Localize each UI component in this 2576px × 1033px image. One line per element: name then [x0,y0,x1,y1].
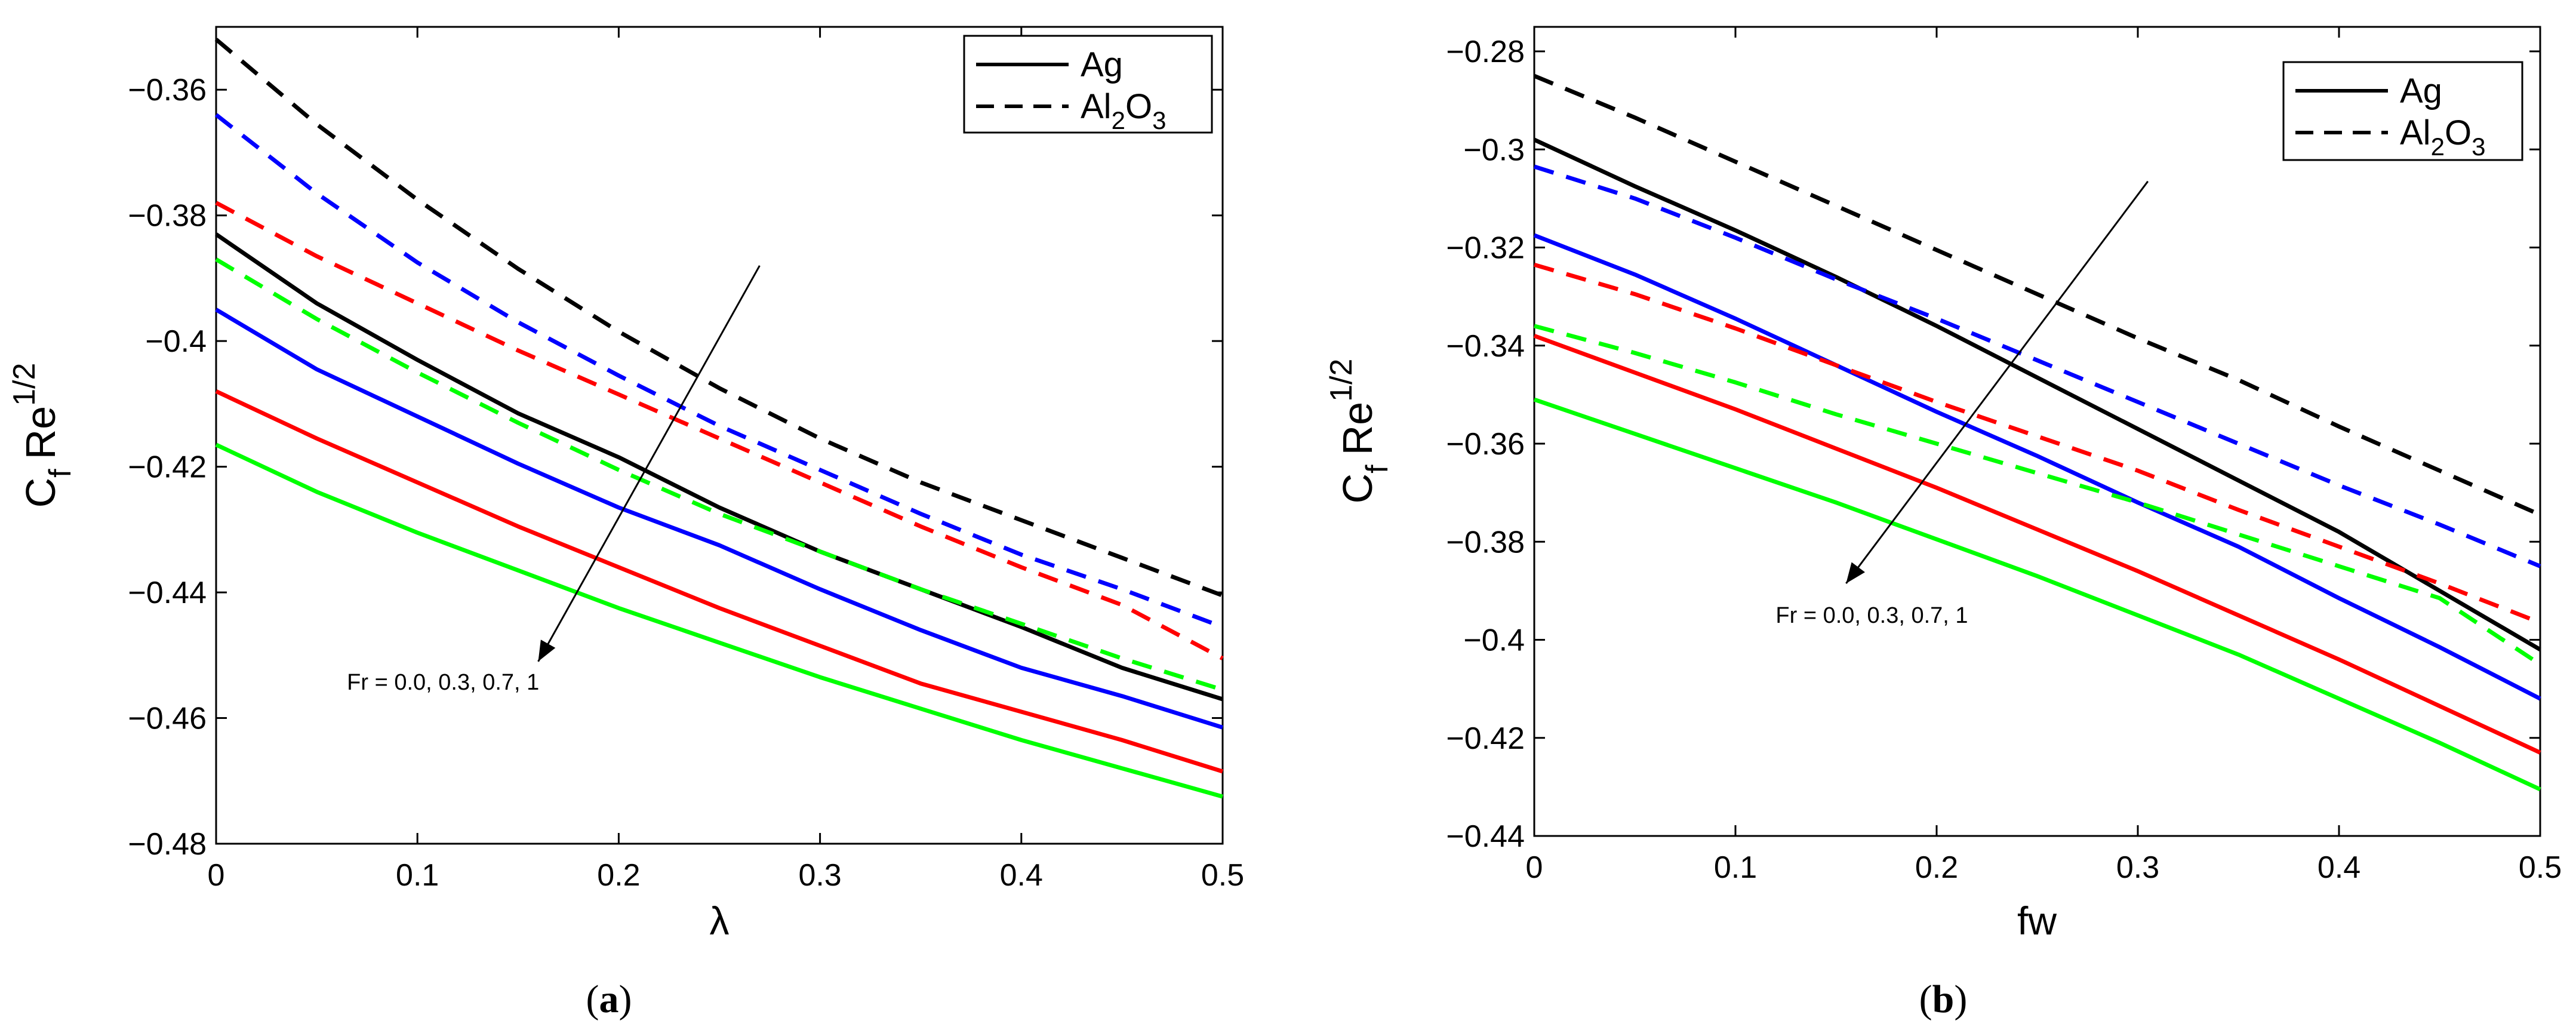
x-tick-label: 0.4 [2318,850,2360,885]
y-tick-label: −0.48 [128,827,207,862]
legend-label-sub2: 3 [2472,133,2485,161]
series-line-ag-1 [1533,233,2541,701]
series-group [214,38,1224,799]
x-tick-label: 0.1 [1714,850,1757,885]
annotation-arrow-head [1846,562,1865,584]
series-line-ag-2 [1533,334,2541,755]
panel-label: (a) [586,977,632,1021]
annotation-text: Fr = 0.0, 0.3, 0.7, 1 [1775,603,1968,628]
series-line-al2o3-3 [215,257,1224,692]
y-tick-label: −0.34 [1446,329,1525,364]
y-axis-label-sub: f [1360,465,1395,474]
series-line-ag-0 [1533,137,2541,651]
legend-box [963,35,1213,134]
x-tick-label: 0 [1526,850,1543,885]
y-axis-label-sup: 1/2 [1324,359,1359,402]
x-tick-label: 0.3 [2116,850,2159,885]
series-line-ag-2 [215,389,1224,774]
y-tick-label: −0.46 [128,702,207,736]
y-tick-label: −0.4 [145,324,207,359]
plot-area [215,26,1224,845]
y-tick-label: −0.38 [1446,525,1525,559]
y-axis-label-re: Re [1334,402,1381,455]
y-tick-label: −0.3 [1463,133,1525,167]
legend-label-al2o3: Al2O3 [2400,113,2485,161]
series-line-ag-3 [1533,397,2541,792]
y-axis-label-main: C [17,478,64,508]
series-line-al2o3-2 [1534,262,2541,625]
y-axis-label: Cf Re1/2 [1324,359,1395,504]
panel-label-close-paren: ) [1954,977,1967,1021]
x-tick-label: 0.5 [1201,858,1244,893]
annotation-text: Fr = 0.0, 0.3, 0.7, 1 [347,670,539,695]
annotation-arrow-line [537,265,761,662]
plot-area [1533,26,2541,837]
y-axis-label-main: C [1334,474,1381,504]
y-tick-label: −0.44 [128,576,207,610]
panel-label-letter: a [599,977,619,1021]
panel-label-open-paren: ( [586,977,599,1021]
x-tick-label: 0.4 [1000,858,1043,893]
x-tick-label: 0 [208,858,225,893]
legend-label-al: Al [2400,113,2431,152]
series-line-al2o3-3 [1534,324,2541,666]
y-tick-label: −0.36 [1446,427,1525,462]
series-line-al2o3-1 [214,113,1224,629]
chart-panel-a: 0 0.1 0.2 0.3 0.4 0.5−0.48−0.46−0.44−0.42−0.4… [7,26,1244,1021]
panel-label-close-paren: ) [619,977,632,1021]
y-tick-label: −0.28 [1446,35,1525,69]
y-tick-label: −0.44 [1446,819,1525,854]
annotation-arrow-line [1845,180,2149,584]
panel-label: (b) [1919,977,1968,1021]
x-tick-label: 0.5 [2519,850,2562,885]
legend-label-ag: Ag [1081,45,1123,84]
chart-panel-b: 0 0.1 0.2 0.3 0.4 0.5 −0.44 −0.42 −0.4 −0.38 −0.36… [1324,26,2562,1021]
series-line-ag-1 [215,308,1224,730]
legend-label-ag: Ag [2400,72,2442,110]
y-axis-label-sup: 1/2 [7,363,42,406]
y-axis-label-re: Re [17,406,64,459]
legend-label-sub: 2 [2431,133,2445,161]
y-tick-label: −0.42 [1446,721,1525,756]
x-axis-label: fw [2017,899,2057,943]
legend-label-o: O [1125,87,1152,126]
panel-label-letter: b [1932,977,1955,1021]
y-axis-label-sub: f [43,469,78,478]
series-line-al2o3-0 [1533,73,2541,517]
y-tick-label: −0.38 [128,199,207,233]
legend-label-o: O [2445,113,2472,152]
legend-label-al: Al [1081,87,1112,126]
legend-label-sub2: 3 [1152,106,1166,134]
panel-label-open-paren: ( [1919,977,1932,1021]
y-axis-label: Cf Re1/2 [7,363,78,508]
x-axis-label: λ [710,899,730,943]
y-tick-label: −0.4 [1463,623,1525,658]
y-tick-label: −0.32 [1446,231,1525,266]
x-tick-label: 0.1 [396,858,439,893]
annotation-arrow-head [538,640,556,662]
series-line-al2o3-2 [215,201,1224,660]
x-tick-label: 0.2 [597,858,640,893]
series-group [1533,73,2541,792]
series-line-ag-3 [215,442,1223,799]
y-tick-label: −0.42 [128,450,207,485]
y-tick-label: −0.36 [128,73,207,107]
legend-label-al2o3: Al2O3 [1081,87,1166,134]
legend-box [2282,61,2523,161]
legend-label-sub: 2 [1112,106,1125,134]
x-tick-label: 0.3 [798,858,841,893]
series-line-ag-0 [215,232,1224,702]
x-tick-label: 0.2 [1915,850,1958,885]
series-line-al2o3-0 [214,38,1224,598]
series-line-al2o3-1 [1533,164,2541,568]
